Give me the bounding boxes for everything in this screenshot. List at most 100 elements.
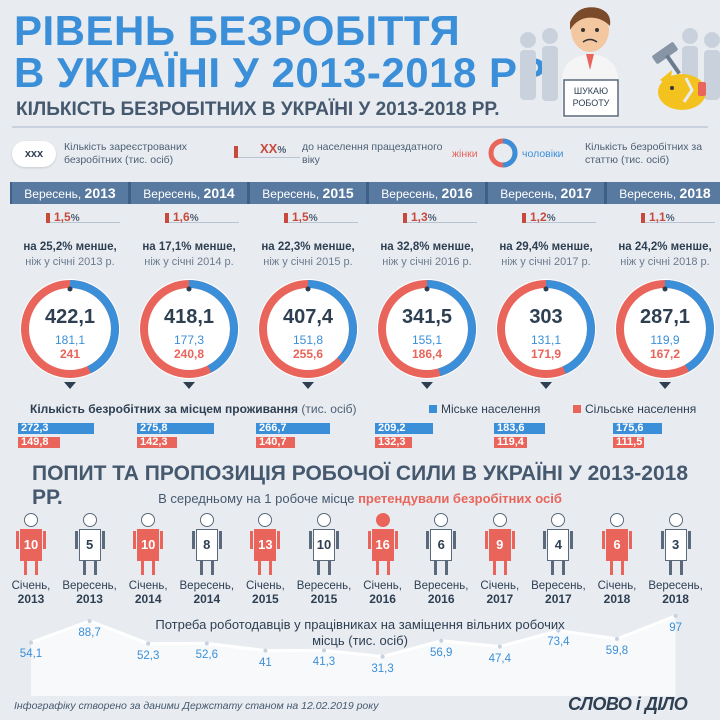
person-arm — [133, 531, 137, 549]
urban-bar — [18, 423, 94, 434]
person-arm — [101, 531, 105, 549]
chevron-down-icon — [659, 382, 671, 389]
pct-value: 1,1% — [649, 210, 675, 224]
rural-value: 132,3 — [378, 436, 406, 448]
person-arm — [336, 531, 339, 549]
pct-line — [645, 222, 715, 223]
person-leg — [82, 561, 86, 575]
pct-value: 1,5% — [292, 210, 318, 224]
rural-bar — [18, 437, 60, 448]
rural-bar — [494, 437, 528, 448]
vacancies-value: 88,7 — [78, 627, 101, 639]
pct-symbol: % — [665, 213, 675, 224]
person-leg — [35, 561, 38, 575]
legend-women: жінки — [452, 148, 478, 160]
vacancies-value: 56,9 — [429, 646, 453, 659]
person-head-icon — [551, 513, 566, 527]
donut-men-arc — [616, 280, 714, 378]
demand-subtitle: В середньому на 1 робоче місце претендув… — [158, 491, 562, 506]
rural-legend-swatch — [573, 405, 581, 413]
period-year: 2015 — [252, 592, 279, 607]
men-unemployed: 155,1 — [411, 333, 443, 347]
period-label: Вересень, 2013 — [60, 580, 120, 607]
rural-bar — [137, 437, 177, 448]
period-month: Січень, — [363, 580, 402, 592]
donut-men-arc — [21, 280, 119, 378]
period-month: Вересень, — [296, 580, 352, 592]
vacancies-point — [87, 619, 92, 624]
change-text-sub: ніж у січні 2015 р. — [263, 256, 353, 268]
person-arm — [660, 531, 664, 549]
vacancies-point — [615, 636, 619, 641]
person-leg — [562, 561, 566, 575]
person-head-icon — [199, 513, 214, 527]
rural-value: 149,8 — [21, 436, 49, 448]
men-unemployed: 177,3 — [173, 333, 205, 347]
person-leg — [551, 561, 555, 575]
gender-donut — [258, 279, 358, 379]
person-arm — [250, 531, 254, 549]
change-text-sub: ніж у січні 2014 р. — [144, 256, 234, 268]
pct-symbol: % — [308, 213, 318, 224]
donut-men-arc — [140, 280, 238, 378]
person-head-icon — [610, 513, 624, 527]
residence-title: Кількість безробітних за місцем проживан… — [30, 402, 357, 416]
vacancies-value: 52,6 — [195, 649, 218, 662]
year-label: 2017 — [560, 185, 592, 201]
rural-legend-label: Сільське населення — [585, 402, 697, 416]
year-tab-2014: Вересень, 2014 — [131, 182, 247, 204]
candidates-per-job: 6 — [606, 529, 628, 561]
person-arm — [191, 531, 195, 549]
total-unemployed: 422,1 — [44, 306, 96, 328]
pct-number: 1,6 — [173, 210, 190, 224]
year-tab-2015: Вересень, 2015 — [250, 182, 366, 204]
rural-bar — [613, 437, 645, 448]
candidates-per-job: 6 — [430, 529, 453, 561]
person-arm — [394, 531, 398, 549]
pct-marker — [641, 213, 645, 223]
pct-marker — [46, 213, 50, 223]
men-unemployed: 151,8 — [292, 333, 324, 347]
urban-bar — [375, 423, 434, 434]
divider — [12, 126, 708, 128]
person-leg — [152, 561, 156, 575]
period-label: Січень, 2014 — [118, 580, 178, 607]
person-arm — [16, 531, 19, 549]
chevron-down-icon — [302, 382, 314, 389]
person-leg — [434, 561, 438, 575]
pct-number: 1,5 — [292, 210, 309, 224]
candidates-per-job: 13 — [254, 529, 277, 561]
person-arm — [426, 531, 430, 549]
urban-bar — [613, 423, 662, 434]
vacancies-line-chart — [29, 613, 678, 696]
men-unemployed: 119,9 — [650, 333, 680, 347]
legend-registered-badge: xxx — [12, 141, 56, 167]
vacancies-point — [673, 613, 678, 618]
period-year: 2016 — [427, 592, 455, 607]
pct-marker — [165, 213, 169, 223]
person-arm — [74, 531, 78, 549]
pct-value: 1,3% — [411, 210, 437, 224]
period-year: 2018 — [603, 592, 631, 607]
person-head-icon — [317, 513, 331, 527]
donut-background — [615, 279, 715, 379]
donut-top-dot — [186, 286, 192, 292]
person-arm — [43, 531, 46, 549]
period-month: Січень, — [245, 580, 285, 592]
candidates-per-job: 10 — [20, 529, 42, 561]
vacancies-value: 97 — [669, 621, 682, 634]
period-label: Вересень, 2017 — [528, 580, 588, 607]
women-unemployed: 186,4 — [411, 347, 443, 361]
period-label: Січень, 2016 — [353, 580, 413, 607]
vacancies-point — [556, 628, 561, 633]
women-unemployed: 240,8 — [173, 347, 205, 361]
person-head-icon — [141, 513, 156, 527]
candidates-per-job: 9 — [488, 529, 511, 561]
pct-number: 1,3 — [411, 210, 428, 224]
period-month: Вересень, — [62, 580, 117, 592]
person-arm — [309, 531, 312, 549]
donut-top-dot — [67, 286, 73, 292]
period-month: Вересень, — [179, 580, 235, 592]
rural-value: 119,4 — [497, 436, 524, 448]
year-month: Вересень, — [143, 187, 201, 201]
